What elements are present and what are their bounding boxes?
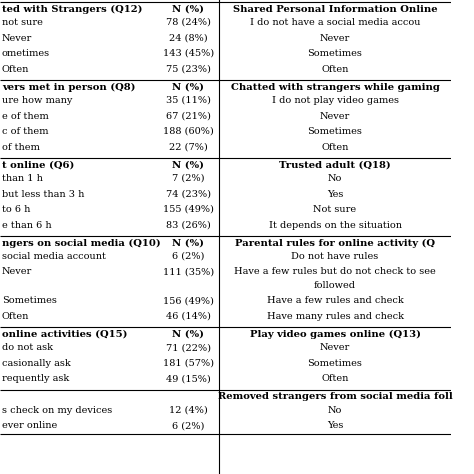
Text: Never: Never bbox=[2, 34, 32, 43]
Text: 181 (57%): 181 (57%) bbox=[163, 359, 214, 368]
Text: e than 6 h: e than 6 h bbox=[2, 220, 52, 229]
Text: Yes: Yes bbox=[327, 190, 343, 199]
Text: 83 (26%): 83 (26%) bbox=[166, 220, 211, 229]
Text: N (%): N (%) bbox=[173, 238, 204, 247]
Text: requently ask: requently ask bbox=[2, 374, 69, 383]
Text: N (%): N (%) bbox=[173, 4, 204, 13]
Text: Sometimes: Sometimes bbox=[308, 49, 363, 58]
Text: ometimes: ometimes bbox=[2, 49, 50, 58]
Text: 22 (7%): 22 (7%) bbox=[169, 143, 208, 152]
Text: vers met in person (Q8): vers met in person (Q8) bbox=[2, 82, 136, 91]
Text: 67 (21%): 67 (21%) bbox=[166, 111, 211, 120]
Text: not sure: not sure bbox=[2, 18, 43, 27]
Text: Have many rules and check: Have many rules and check bbox=[266, 312, 403, 321]
Text: Chatted with strangers while gaming: Chatted with strangers while gaming bbox=[231, 82, 439, 91]
Text: Never: Never bbox=[320, 343, 350, 352]
Text: 74 (23%): 74 (23%) bbox=[166, 190, 211, 199]
Text: Never: Never bbox=[2, 267, 32, 276]
Text: N (%): N (%) bbox=[173, 161, 204, 170]
Text: Removed strangers from social media foll: Removed strangers from social media foll bbox=[218, 392, 452, 401]
Text: t online (Q6): t online (Q6) bbox=[2, 161, 74, 170]
Text: I do not play video games: I do not play video games bbox=[272, 96, 399, 105]
Text: It depends on the situation: It depends on the situation bbox=[269, 220, 401, 229]
Text: ted with Strangers (Q12): ted with Strangers (Q12) bbox=[2, 4, 142, 14]
Text: ure how many: ure how many bbox=[2, 96, 72, 105]
Text: Never: Never bbox=[320, 34, 350, 43]
Text: I do not have a social media accou: I do not have a social media accou bbox=[250, 18, 420, 27]
Text: Parental rules for online activity (Q: Parental rules for online activity (Q bbox=[235, 238, 435, 247]
Text: 188 (60%): 188 (60%) bbox=[163, 127, 214, 136]
Text: of them: of them bbox=[2, 143, 40, 152]
Text: Shared Personal Information Online: Shared Personal Information Online bbox=[233, 4, 438, 13]
Text: Yes: Yes bbox=[327, 421, 343, 430]
Text: Often: Often bbox=[321, 143, 349, 152]
Text: Have a few rules and check: Have a few rules and check bbox=[267, 296, 403, 305]
Text: 75 (23%): 75 (23%) bbox=[166, 64, 211, 73]
Text: Often: Often bbox=[321, 374, 349, 383]
Text: 71 (22%): 71 (22%) bbox=[166, 343, 211, 352]
Text: N (%): N (%) bbox=[173, 82, 204, 91]
Text: 49 (15%): 49 (15%) bbox=[166, 374, 211, 383]
Text: 156 (49%): 156 (49%) bbox=[163, 296, 214, 305]
Text: 78 (24%): 78 (24%) bbox=[166, 18, 211, 27]
Text: 155 (49%): 155 (49%) bbox=[163, 205, 214, 214]
Text: Never: Never bbox=[320, 111, 350, 120]
Text: Play video games online (Q13): Play video games online (Q13) bbox=[249, 330, 420, 339]
Text: ngers on social media (Q10): ngers on social media (Q10) bbox=[2, 238, 161, 247]
Text: 7 (2%): 7 (2%) bbox=[172, 174, 205, 183]
Text: casionally ask: casionally ask bbox=[2, 359, 71, 368]
Text: social media account: social media account bbox=[2, 252, 106, 261]
Text: online activities (Q15): online activities (Q15) bbox=[2, 330, 128, 339]
Text: Not sure: Not sure bbox=[313, 205, 356, 214]
Text: 6 (2%): 6 (2%) bbox=[172, 421, 205, 430]
Text: s check on my devices: s check on my devices bbox=[2, 406, 112, 415]
Text: Sometimes: Sometimes bbox=[308, 127, 363, 136]
Text: do not ask: do not ask bbox=[2, 343, 53, 352]
Text: Trusted adult (Q18): Trusted adult (Q18) bbox=[279, 161, 391, 170]
Text: 6 (2%): 6 (2%) bbox=[172, 252, 205, 261]
Text: to 6 h: to 6 h bbox=[2, 205, 30, 214]
Text: c of them: c of them bbox=[2, 127, 48, 136]
Text: Often: Often bbox=[2, 64, 29, 73]
Text: Sometimes: Sometimes bbox=[308, 359, 363, 368]
Text: 24 (8%): 24 (8%) bbox=[169, 34, 208, 43]
Text: N (%): N (%) bbox=[173, 330, 204, 339]
Text: 12 (4%): 12 (4%) bbox=[169, 406, 208, 415]
Text: than 1 h: than 1 h bbox=[2, 174, 43, 183]
Text: followed: followed bbox=[314, 281, 356, 290]
Text: Do not have rules: Do not have rules bbox=[292, 252, 379, 261]
Text: 46 (14%): 46 (14%) bbox=[166, 312, 211, 321]
Text: e of them: e of them bbox=[2, 111, 49, 120]
Text: Sometimes: Sometimes bbox=[2, 296, 57, 305]
Text: Often: Often bbox=[2, 312, 29, 321]
Text: ever online: ever online bbox=[2, 421, 57, 430]
Text: 143 (45%): 143 (45%) bbox=[163, 49, 214, 58]
Text: but less than 3 h: but less than 3 h bbox=[2, 190, 84, 199]
Text: 35 (11%): 35 (11%) bbox=[166, 96, 211, 105]
Text: No: No bbox=[328, 406, 342, 415]
Text: No: No bbox=[328, 174, 342, 183]
Text: Have a few rules but do not check to see: Have a few rules but do not check to see bbox=[234, 267, 436, 276]
Text: Often: Often bbox=[321, 64, 349, 73]
Text: 111 (35%): 111 (35%) bbox=[163, 267, 214, 276]
